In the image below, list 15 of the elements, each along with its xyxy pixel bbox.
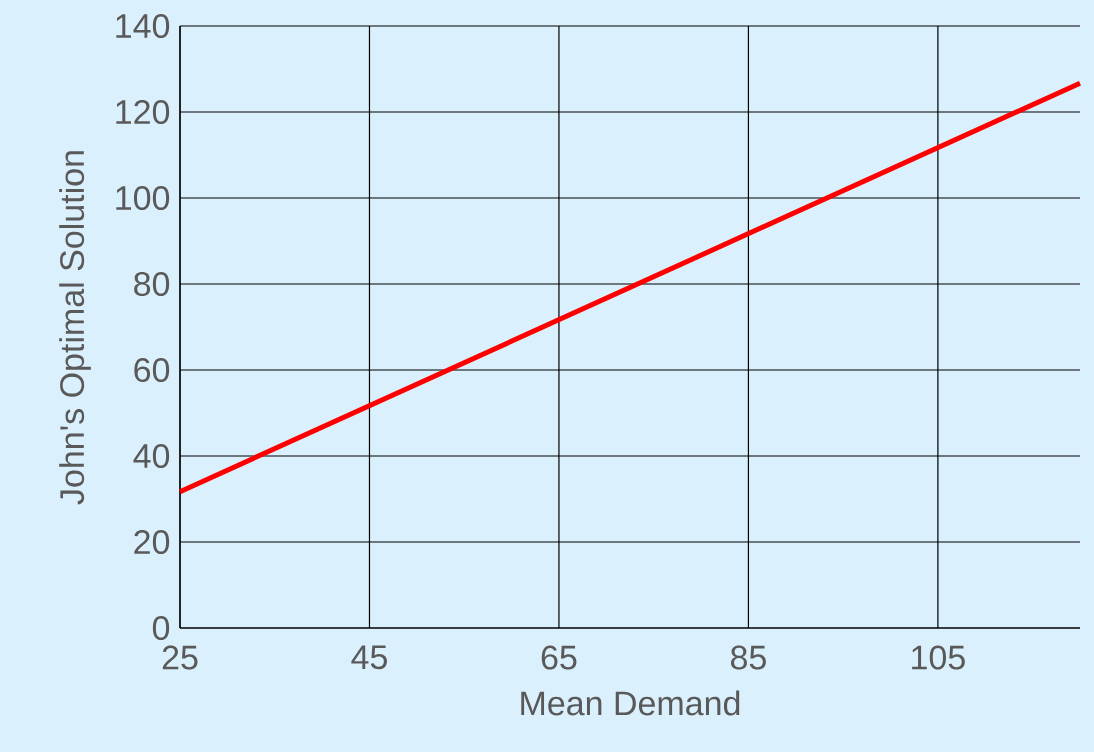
x-tick-label: 65 <box>541 645 577 670</box>
y-tick-label: 140 <box>116 13 170 39</box>
x-axis-title: Mean Demand <box>521 690 740 716</box>
y-tick-label: 100 <box>116 185 170 211</box>
y-tick-label: 120 <box>116 99 170 125</box>
y-tick-label: 20 <box>134 529 170 555</box>
x-tick-label: 105 <box>912 645 965 670</box>
y-tick-label: 0 <box>152 615 170 641</box>
y-tick-label: 60 <box>134 357 170 383</box>
y-axis-title: John's Optimal Solution <box>59 151 91 505</box>
y-tick-label: 80 <box>134 271 170 297</box>
x-tick-label: 45 <box>351 645 387 670</box>
x-tick-label: 25 <box>162 645 198 670</box>
x-tick-label: 85 <box>730 645 766 670</box>
y-tick-label: 40 <box>133 443 170 469</box>
